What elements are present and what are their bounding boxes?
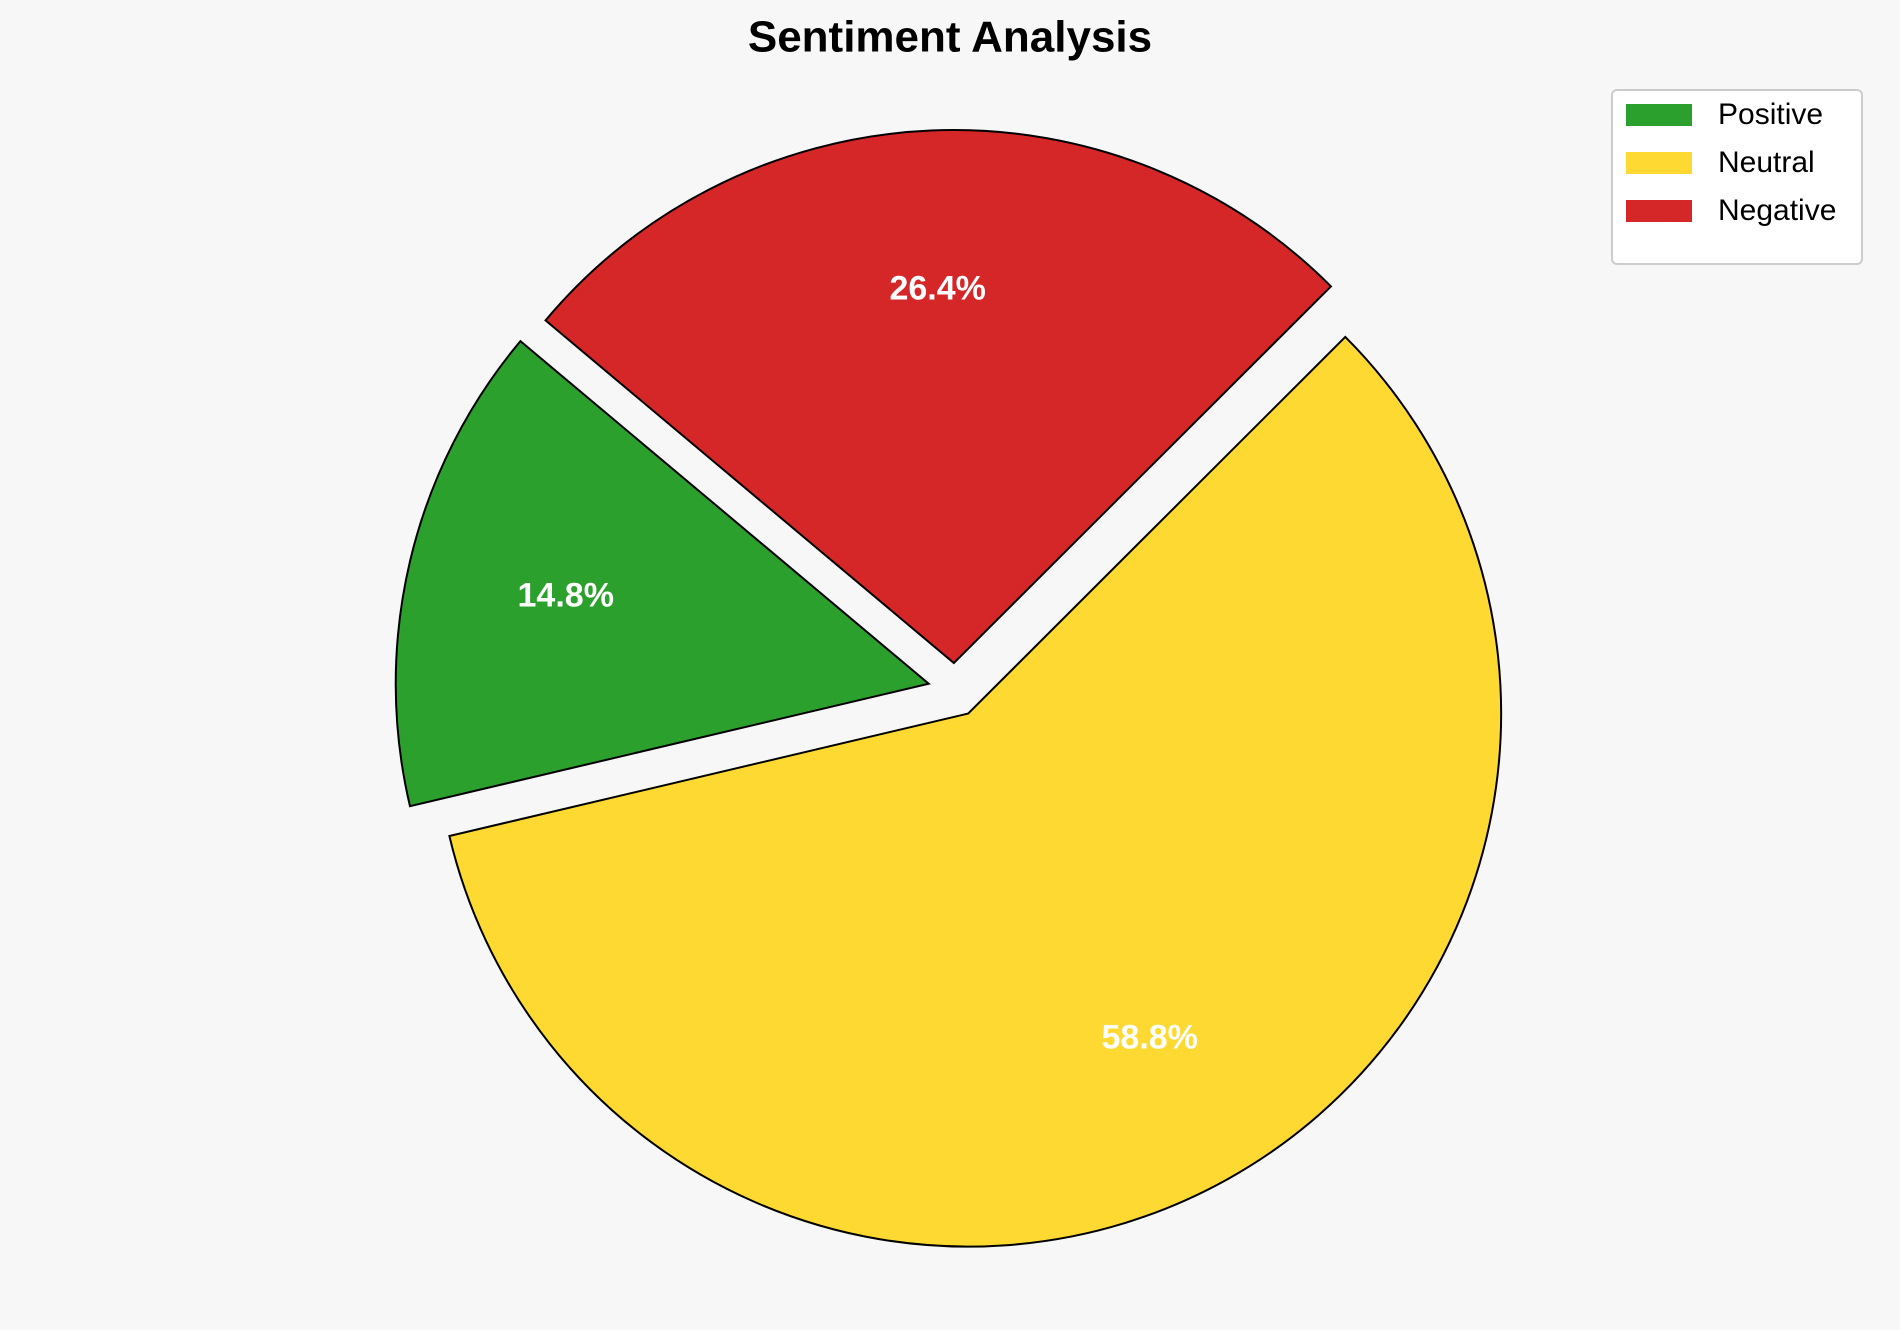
slice-label: 14.8% bbox=[518, 577, 614, 615]
slice-label: 26.4% bbox=[889, 269, 985, 307]
slice-label: 58.8% bbox=[1102, 1019, 1198, 1057]
pie-slice bbox=[394, 339, 931, 808]
pie-slice bbox=[544, 129, 1333, 665]
chart-title: Sentiment Analysis bbox=[748, 13, 1152, 62]
legend-swatch bbox=[1626, 200, 1692, 222]
legend-label: Negative bbox=[1718, 194, 1836, 227]
pie-slice bbox=[448, 335, 1503, 1248]
legend-swatch bbox=[1626, 152, 1692, 174]
legend-label: Positive bbox=[1718, 98, 1823, 131]
legend-swatch bbox=[1626, 104, 1692, 126]
legend-label: Neutral bbox=[1718, 146, 1815, 179]
